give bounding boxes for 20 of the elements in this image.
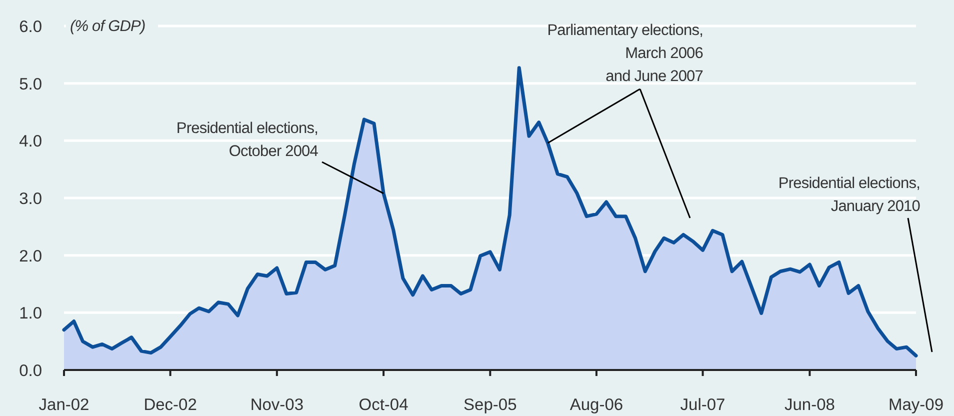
x-tick-label: Sep-05 <box>464 396 517 414</box>
y-tick-label: 6.0 <box>19 18 42 36</box>
x-tick-label: Oct-04 <box>358 396 408 414</box>
y-tick-label: 3.0 <box>19 190 42 208</box>
x-tick-label: Dec-02 <box>144 396 197 414</box>
x-tick-label: May-09 <box>888 396 944 414</box>
y-tick-label: 4.0 <box>19 132 42 151</box>
annotation: Presidential elections, January 2010 <box>778 175 921 215</box>
y-tick-label: 0.0 <box>19 362 42 380</box>
x-tick-label: Nov-03 <box>250 396 304 414</box>
y-tick-label: 1.0 <box>19 304 42 323</box>
annotation: Parliamentary elections, March 2006 and June 2007 <box>547 22 703 85</box>
annotation: Presidential elections, October 2004 <box>176 120 319 160</box>
x-tick-label: Jan-02 <box>38 396 90 414</box>
x-tick-label: Jun-08 <box>784 396 835 414</box>
y-tick-label: 5.0 <box>19 75 42 94</box>
y-tick-label: 2.0 <box>19 247 42 266</box>
x-tick-label: Jul-07 <box>680 396 726 414</box>
x-tick-label: Aug-06 <box>570 396 624 414</box>
y-axis-title: (% of GDP) <box>70 18 146 35</box>
